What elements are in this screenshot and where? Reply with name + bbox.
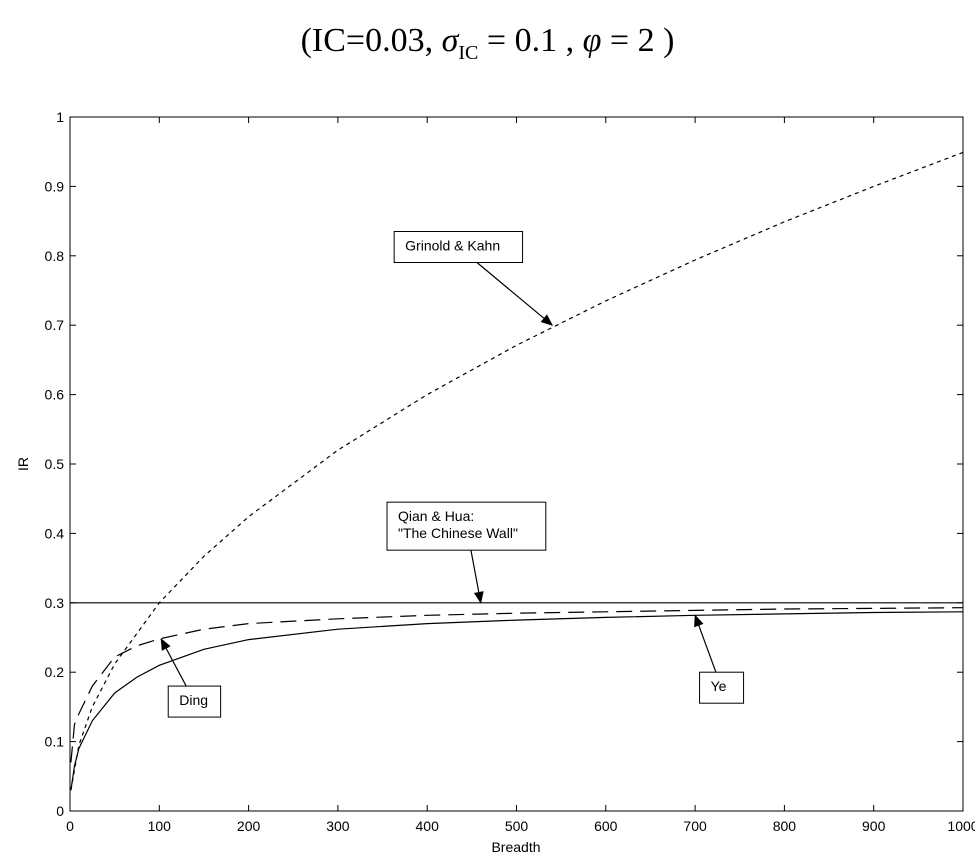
- y-tick-label: 0.7: [45, 317, 65, 333]
- annotation-ye-label: Ye: [694, 614, 745, 704]
- annotation-text: Ye: [711, 678, 727, 694]
- annotation-text: Grinold & Kahn: [405, 238, 500, 254]
- annotation-box: [386, 501, 547, 551]
- annotation-arrow: [694, 614, 717, 673]
- y-tick-label: 1: [56, 109, 64, 125]
- title-sigma-symbol: σ: [441, 22, 459, 59]
- annotation-text: Qian & Hua:: [398, 508, 474, 524]
- annotation-grinold-kahn-label: Grinold & Kahn: [393, 231, 553, 326]
- series-line-grinold-kahn: [70, 151, 964, 791]
- y-tick-label: 0.1: [45, 734, 65, 750]
- series-line-ding: [70, 607, 964, 763]
- y-tick-label: 0.5: [45, 456, 65, 472]
- annotation-arrow: [160, 638, 187, 687]
- y-tick-label: 0.3: [45, 595, 65, 611]
- x-tick-label: 400: [416, 818, 440, 834]
- y-tick-label: 0.8: [45, 248, 65, 264]
- series-line-ye: [70, 611, 964, 791]
- title-phi-value: = 2 ): [601, 22, 675, 59]
- y-tick-label: 0.2: [45, 664, 65, 680]
- annotations: Grinold & Kahn Qian & Hua:"The Chinese Wa…: [160, 231, 745, 718]
- axis-ticks: 0 100 200 300 400 500 600 700 800 900 1000 0 0.1 0.2 0…: [45, 109, 975, 834]
- title-sigma-value: = 0.1 ,: [478, 22, 575, 59]
- x-tick-label: 200: [237, 818, 261, 834]
- y-tick-label: 0: [56, 803, 64, 819]
- annotation-box: [393, 231, 524, 264]
- x-tick-label: 0: [66, 818, 74, 834]
- title-sigma-subscript: IC: [458, 41, 479, 64]
- annotation-chinese-wall-label: Qian & Hua:"The Chinese Wall": [386, 501, 547, 604]
- annotation-box: [167, 685, 222, 718]
- x-tick-label: 800: [773, 818, 797, 834]
- annotation-box: [699, 671, 745, 704]
- series-lines: [70, 151, 964, 791]
- annotation-arrow: [476, 262, 553, 326]
- annotation-text: Ding: [179, 692, 208, 708]
- x-tick-label: 500: [505, 818, 529, 834]
- x-tick-label: 700: [683, 818, 707, 834]
- title-phi-symbol: φ: [582, 22, 602, 59]
- chart-title: (IC=0.03, σIC = 0.1 , φ = 2 ): [0, 22, 975, 65]
- y-axis-label: IR: [15, 457, 31, 471]
- annotation-arrow: [470, 550, 484, 604]
- x-tick-label: 1000: [947, 818, 975, 834]
- annotation-text: "The Chinese Wall": [398, 525, 518, 541]
- x-axis-label: Breadth: [491, 839, 540, 855]
- title-prefix: (IC=0.03,: [300, 22, 434, 59]
- y-tick-label: 0.9: [45, 178, 65, 194]
- annotation-ding-label: Ding: [160, 638, 222, 718]
- x-tick-label: 900: [862, 818, 886, 834]
- x-tick-label: 300: [326, 818, 350, 834]
- y-tick-label: 0.6: [45, 387, 65, 403]
- x-tick-label: 100: [148, 818, 172, 834]
- x-tick-label: 600: [594, 818, 618, 834]
- y-tick-label: 0.4: [45, 525, 65, 541]
